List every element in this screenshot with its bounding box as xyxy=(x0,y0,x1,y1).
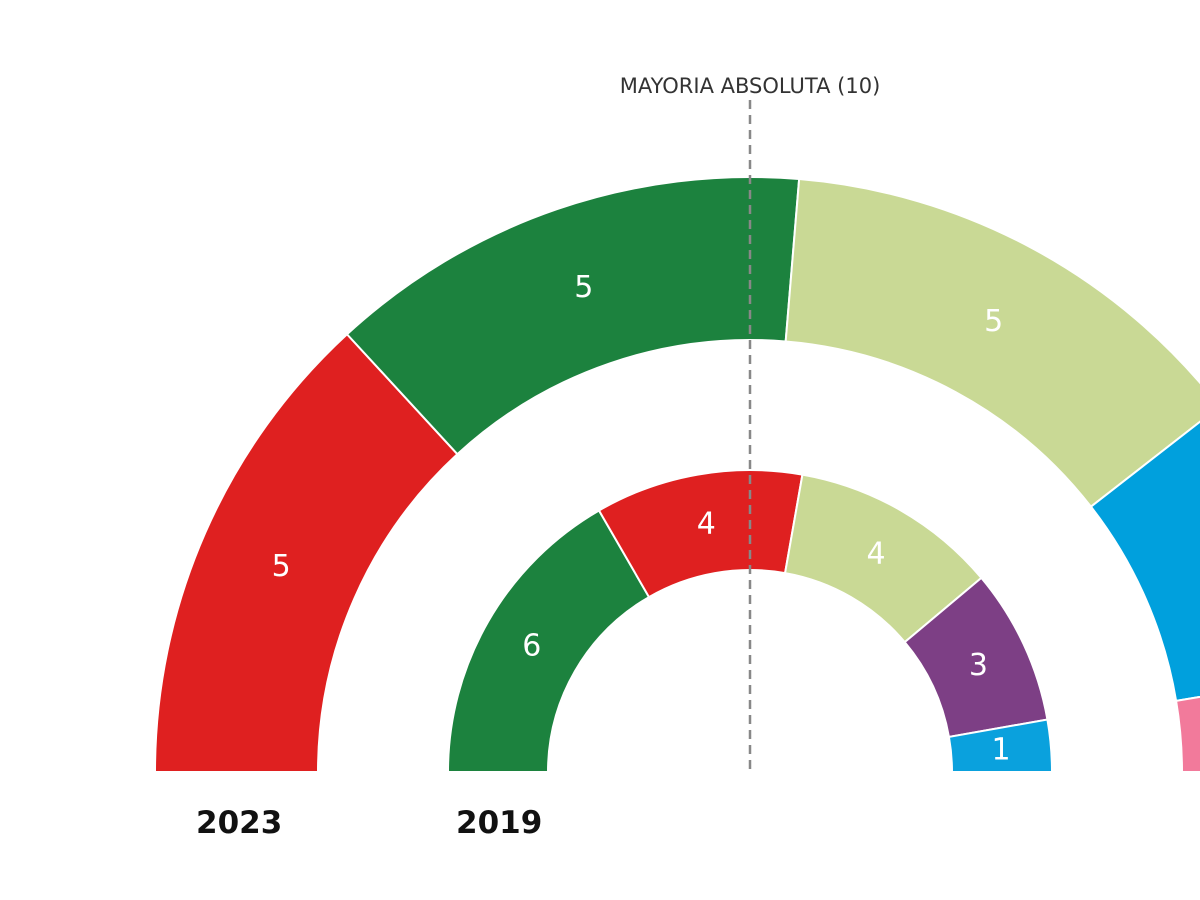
seat-segment-2019-5 xyxy=(947,718,1054,773)
ring-2019: 6 4 4 3 1 xyxy=(446,469,1054,773)
ring-2023: 5 5 5 3 1 xyxy=(153,176,1200,773)
seat-label-2019-1: 6 xyxy=(522,629,541,664)
majority-label: MAYORIA ABSOLUTA (10) xyxy=(620,74,881,98)
year-label-2023: 2023 xyxy=(196,805,282,841)
seat-label-2023-1: 5 xyxy=(272,549,291,584)
seat-label-2019-5: 1 xyxy=(991,733,1010,768)
seat-label-2019-3: 4 xyxy=(866,536,885,571)
year-label-2019: 2019 xyxy=(456,805,542,841)
seat-label-2019-2: 4 xyxy=(697,506,716,541)
seat-segment-2023-3 xyxy=(784,177,1200,509)
seat-segment-2019-1 xyxy=(446,509,651,773)
seat-label-2023-3: 5 xyxy=(984,304,1003,339)
seat-label-2019-4: 3 xyxy=(969,648,988,683)
seat-segment-2023-5 xyxy=(1174,695,1200,773)
seat-label-2023-2: 5 xyxy=(574,270,593,305)
seat-segment-2023-4 xyxy=(1089,420,1200,703)
